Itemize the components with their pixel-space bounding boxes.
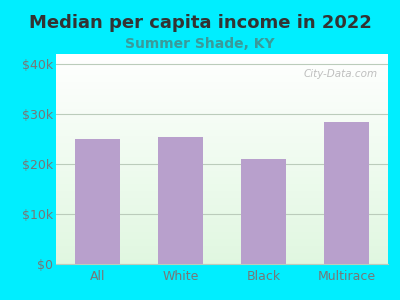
Text: Summer Shade, KY: Summer Shade, KY	[125, 38, 275, 52]
Text: Median per capita income in 2022: Median per capita income in 2022	[28, 14, 372, 32]
Text: City-Data.com: City-Data.com	[304, 69, 378, 79]
Bar	[324, 122, 369, 264]
Bar	[241, 159, 286, 264]
Bar	[158, 136, 203, 264]
Bar	[75, 139, 120, 264]
